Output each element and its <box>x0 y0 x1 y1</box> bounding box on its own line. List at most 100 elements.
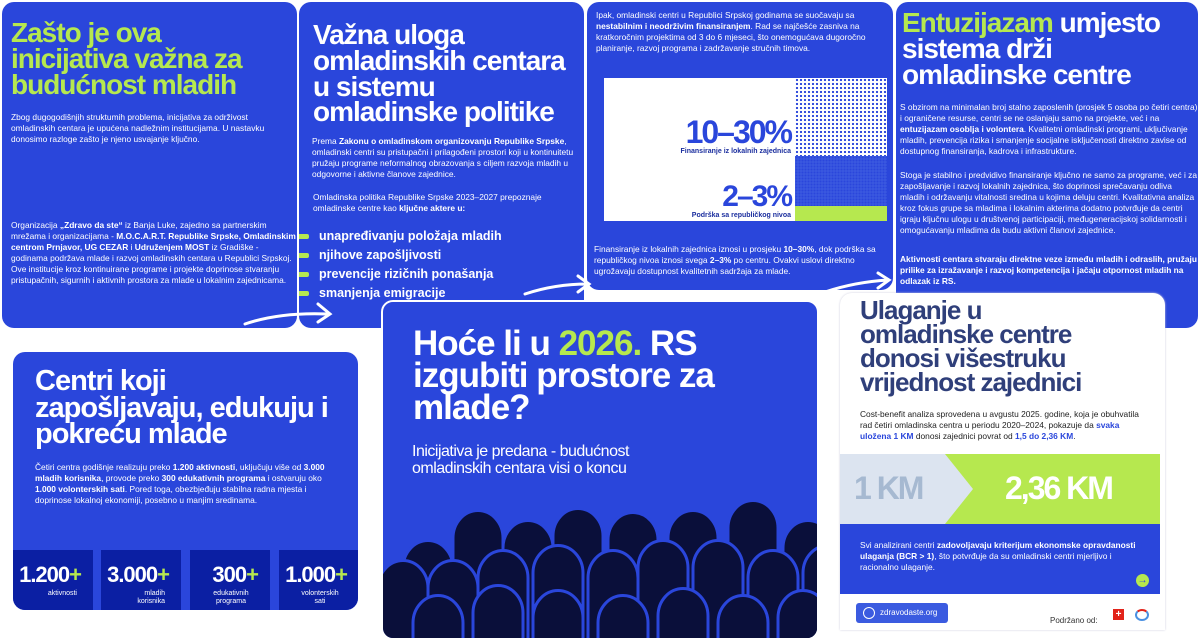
silhouette <box>473 586 523 640</box>
card7-p2: Svi analizirani centri zadovoljavaju kri… <box>860 540 1145 573</box>
text-segment: Zbog dugogodišnjih struktumih problema, … <box>11 112 264 144</box>
card7-p1: Cost-benefit analiza sprovedena u avgust… <box>860 409 1152 442</box>
return-value: 2,36 KM <box>1005 470 1112 507</box>
card6-title: Hoće li u 2026. RS izgubiti prostore za … <box>413 328 743 425</box>
text-segment: ključne aktere u: <box>399 203 465 213</box>
text-segment: . <box>1073 431 1075 441</box>
bullet-item: njihove zapošljivosti <box>301 248 502 262</box>
card4-title: Entuzijazam umjesto sistema drži omladin… <box>902 10 1192 87</box>
text-segment: 1.000 volonterskih sati <box>35 484 125 494</box>
dots-pattern <box>795 78 887 156</box>
card1-intro: Zbog dugogodišnjih struktumih problema, … <box>11 112 291 145</box>
card4-p2: Stoga je stabilno i predvidivo finansira… <box>900 170 1198 237</box>
card-centers-stats: Centri koji zapošljavaju, edukuju i pokr… <box>13 352 358 610</box>
text-segment: Svi analizirani centri <box>860 540 937 550</box>
card3-p1: Ipak, omladinski centri u Republici Srps… <box>596 10 891 54</box>
stat-republic-value: 2–3% <box>692 182 791 212</box>
card-funding: Ipak, omladinski centri u Republici Srps… <box>587 2 893 290</box>
partner-logo <box>1135 609 1149 621</box>
card7-title: Ulaganje u omladinske centre donosi više… <box>860 299 1120 395</box>
card5-p1: Četiri centra godišnje realizuju preko 1… <box>35 462 335 506</box>
stat-value: 1.000 <box>285 562 335 587</box>
card4-p3: Aktivnosti centara stvaraju direktne vez… <box>900 254 1198 287</box>
text-segment: 1,5 do 2,36 KM <box>1015 431 1073 441</box>
text-segment: 1.200 aktivnosti <box>173 462 235 472</box>
stat-users: 3.000+ mladih korisnika <box>101 550 181 610</box>
stat-label: aktivnosti <box>13 590 81 598</box>
text-segment: 10–30% <box>783 244 814 254</box>
card2-p1: Prema Zakonu o omladinskom organizovanju… <box>312 136 582 180</box>
silhouette <box>658 589 708 640</box>
arrow-decoration-icon <box>820 270 895 300</box>
card4-p1: S obzirom na minimalan broj stalno zapos… <box>900 102 1198 157</box>
card5-title: Centri koji zapošljavaju, edukuju i pokr… <box>35 368 335 448</box>
input-value: 1 KM <box>854 470 922 507</box>
arrow-decoration-icon <box>240 290 340 330</box>
arrow-right-icon[interactable]: → <box>1136 574 1149 587</box>
card-enthusiasm: Entuzijazam umjesto sistema drži omladin… <box>896 2 1198 328</box>
stat-value: 300 <box>212 562 246 587</box>
plus-sign: + <box>335 562 347 587</box>
card-why-important: Zašto je ova inicijativa važna za budućn… <box>2 2 297 328</box>
value-comparison-band: 1 KM 2,36 KM <box>840 454 1160 524</box>
blue-dots-pattern <box>795 156 887 206</box>
card-2026-question: Hoće li u 2026. RS izgubiti prostore za … <box>381 300 819 640</box>
silhouette <box>533 591 583 640</box>
swiss-flag-logo: + <box>1113 609 1124 620</box>
text-segment: Četiri centra godišnje realizuju preko <box>35 462 173 472</box>
stat-local-label: Finansiranje iz lokalnih zajednica <box>681 148 791 155</box>
plus-sign: + <box>246 562 258 587</box>
card2-title: Važna uloga omladinskih centara u sistem… <box>313 22 583 125</box>
silhouette <box>598 596 648 640</box>
text-segment: entuzijazam osoblja i volontera <box>900 124 1024 134</box>
text-segment: Stoga je stabilno i predvidivo finansira… <box>900 170 1197 235</box>
card6-subtitle: Inicijativa je predana - budućnost omlad… <box>412 444 687 478</box>
text-segment: donosi zajednici povrat od <box>914 431 1016 441</box>
bullet-item: prevencije rizičnih ponašanja <box>301 267 502 281</box>
website-label: zdravodaste.org <box>880 608 937 617</box>
text-segment: Ipak, omladinski centri u Republici Srps… <box>596 10 854 20</box>
text-segment: Udruženjem MOST <box>135 242 209 252</box>
text-segment: Finansiranje iz lokalnih zajednica iznos… <box>594 244 783 254</box>
text-segment: 2–3% <box>710 255 731 265</box>
card-investment-value: Ulaganje u omladinske centre donosi više… <box>840 293 1165 630</box>
stat-republic-label: Podrška sa republičkog nivoa <box>692 212 791 219</box>
text-segment: Prema <box>312 136 339 146</box>
stat-value: 1.200 <box>19 562 69 587</box>
stat-value: 3.000 <box>107 562 157 587</box>
globe-icon <box>863 607 875 619</box>
stat-local-value: 10–30% <box>681 116 791 148</box>
stat-activities: 1.200+ aktivnosti <box>13 550 93 610</box>
lime-bar <box>795 206 887 221</box>
silhouette <box>778 591 819 640</box>
stat-volunteer-hours: 1.000+ volonterskih sati <box>279 550 358 610</box>
text-segment: , uključuju više od <box>235 462 303 472</box>
website-button[interactable]: zdravodaste.org <box>856 603 948 623</box>
supported-by-label: Podržano od: <box>1050 616 1098 625</box>
text-segment: Aktivnosti centara stvaraju direktne vez… <box>900 254 1197 286</box>
card2-p2: Omladinska politika Republike Srpske 202… <box>313 192 573 214</box>
bullet-item: unapređivanju položaja mladih <box>301 229 502 243</box>
text-segment: , provode preko <box>101 473 162 483</box>
arrow-decoration-icon <box>520 270 595 300</box>
silhouette <box>718 596 768 640</box>
stat-label: mladih korisnika <box>129 590 169 605</box>
crowd-silhouettes-illustration <box>383 500 819 640</box>
stat-programs: 300+ edukativnih programa <box>190 550 270 610</box>
plus-sign: + <box>157 562 169 587</box>
text-segment: nestabilnim i neodrživim finansiranjem <box>596 21 751 31</box>
text-segment: i ostvaruju oko <box>265 473 321 483</box>
stat-local: 10–30% Finansiranje iz lokalnih zajednic… <box>681 116 791 155</box>
silhouette <box>413 596 463 640</box>
funding-graphic: 10–30% Finansiranje iz lokalnih zajednic… <box>604 78 887 221</box>
text-segment: S obzirom na minimalan broj stalno zapos… <box>900 102 1197 123</box>
card1-title: Zašto je ova inicijativa važna za budućn… <box>11 20 271 97</box>
stat-label: volonterskih sati <box>297 590 347 605</box>
stat-republic: 2–3% Podrška sa republičkog nivoa <box>692 182 791 219</box>
text-segment: 300 edukativnih programa <box>162 473 266 483</box>
stat-label: edukativnih programa <box>208 590 258 605</box>
text-segment: Zakonu o omladinskom organizovanju Repub… <box>339 136 564 146</box>
card1-body: Organizacija „Zdravo da ste“ iz Banja Lu… <box>11 220 296 287</box>
plus-sign: + <box>69 562 81 587</box>
text-segment: „Zdravo da ste“ <box>60 220 123 230</box>
